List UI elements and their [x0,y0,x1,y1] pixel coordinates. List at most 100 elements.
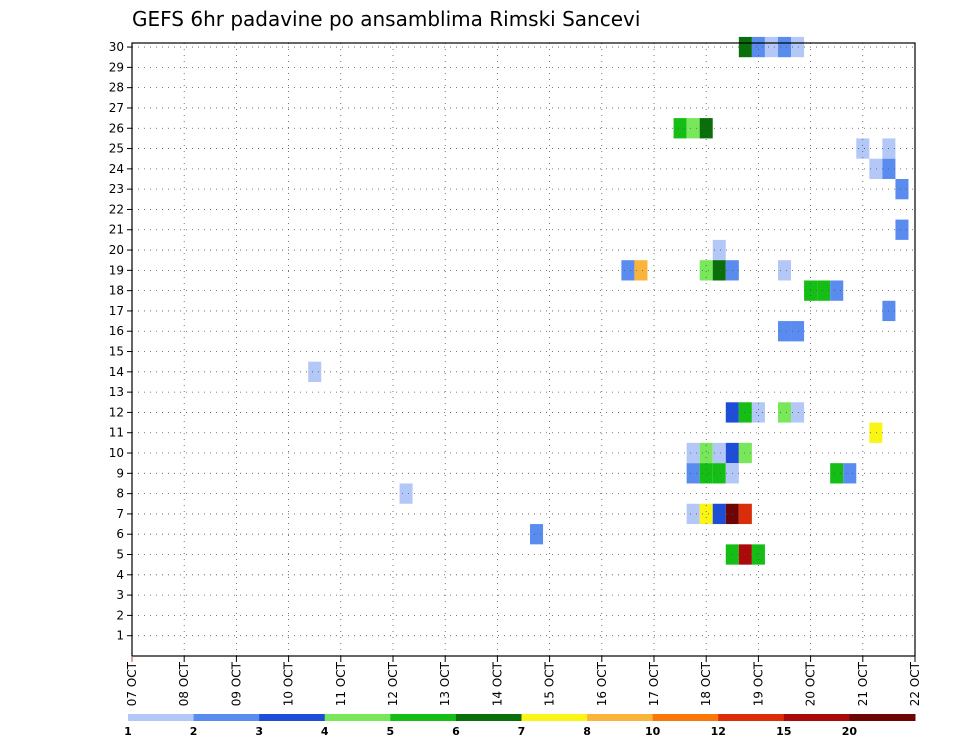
x-tick-label-3: 10 OCT [282,661,296,706]
legend-label-4: 4 [321,725,329,738]
heatmap-cell-35 [699,442,713,464]
y-tick-label-25: 25 [109,142,124,156]
y-tick-label-10: 10 [109,446,124,460]
legend-swatch-15 [783,714,850,721]
heatmap-cell-46 [686,503,700,525]
y-tick-label-12: 12 [109,405,124,419]
color-legend: 1 2 3 4 5 6 7 8 10 12 15 20 [124,714,916,738]
legend-label-7: 7 [518,725,526,738]
x-tick-label-14: 21 OCT [856,661,870,706]
heatmap-cell-25 [777,321,792,342]
heatmap-cell-54 [751,544,765,565]
heatmap-cell-38 [738,442,752,464]
heatmap-cell-23 [830,280,844,301]
x-tick-label-5: 12 OCT [386,661,400,706]
legend-swatch-5 [390,714,457,721]
heatmap-cell-26 [791,321,805,342]
y-tick-label-28: 28 [109,81,124,95]
y-tick-label-14: 14 [109,365,124,379]
x-tick-label-15: 22 OCT [908,661,922,706]
x-tick-label-2: 09 OCT [229,661,243,706]
y-tick-label-5: 5 [116,548,124,562]
plot-frame [131,42,916,657]
legend-swatch-2 [193,714,260,721]
heatmap-cell-48 [712,503,726,525]
y-tick-label-30: 30 [109,40,124,54]
heatmap-cell-27 [308,361,322,382]
x-tick-label-7: 14 OCT [490,661,504,706]
heatmap-cell-50 [738,503,752,525]
heatmap-cell-4 [791,36,805,58]
heatmap-cell-43 [830,463,844,484]
y-tick-label-24: 24 [109,162,124,176]
heatmap-cell-51 [530,524,544,545]
heatmap-cell-22 [817,280,831,301]
legend-label-10: 10 [645,725,661,738]
legend-swatch-8 [587,714,654,721]
y-tick-label-8: 8 [116,487,124,501]
x-tick-label-4: 11 OCT [334,661,348,706]
heatmap-cell-53 [738,544,752,565]
heatmap-cells [308,36,909,565]
heatmap-cell-6 [686,118,700,139]
heatmap-cell-39 [686,463,700,484]
heatmap-cell-16 [634,260,648,281]
y-tick-label-27: 27 [109,101,124,115]
heatmap-cell-12 [895,179,909,200]
heatmap-cell-20 [777,260,792,281]
legend-swatch-10 [652,714,719,721]
y-tick-label-21: 21 [109,223,124,237]
y-tick-label-16: 16 [109,324,124,338]
heatmap-cell-44 [843,463,857,484]
chart-title: GEFS 6hr padavine po ansamblima Rimski S… [132,7,640,31]
y-axis-ticks: 1234567891011121314151617181920212223242… [109,40,132,643]
heatmap-cell-41 [712,463,726,484]
heatmap-cell-34 [686,442,700,464]
heatmap-cell-40 [699,463,713,484]
y-tick-label-11: 11 [109,426,124,440]
legend-label-8: 8 [583,725,591,738]
y-tick-label-6: 6 [116,527,124,541]
legend-swatch-12 [718,714,785,721]
legend-swatch-3 [259,714,326,721]
heatmap-cell-8 [856,138,870,159]
y-tick-label-23: 23 [109,182,124,196]
heatmap-cell-14 [712,239,726,261]
legend-label-15: 15 [776,725,791,738]
legend-label-12: 12 [711,725,726,738]
legend-swatch-4 [324,714,391,721]
heatmap-cell-13 [895,219,909,240]
legend-label-1: 1 [124,725,132,738]
heatmap-cell-15 [621,260,635,281]
heatmap-cell-33 [869,422,883,443]
heatmap-cell-30 [751,402,765,423]
y-tick-label-19: 19 [109,263,124,277]
y-tick-label-9: 9 [116,466,124,480]
y-tick-label-22: 22 [109,202,124,216]
heatmap-cell-29 [738,402,752,423]
gridlines [132,43,915,656]
y-tick-label-4: 4 [116,568,124,582]
heatmap-cell-18 [712,260,726,281]
x-axis-ticks: 07 OCT 08 OCT 09 OCT 10 OCT 11 OCT 12 OCT 13 O… [125,656,922,706]
heatmap-cell-1 [751,36,765,58]
heatmap-cell-3 [777,36,792,58]
heatmap-cell-5 [673,118,687,139]
heatmap-cell-0 [738,36,752,58]
x-tick-label-0: 07 OCT [125,661,139,706]
heatmap-cell-7 [699,118,713,139]
heatmap-cell-32 [791,402,805,423]
x-tick-label-1: 08 OCT [177,661,191,706]
legend-swatch-1 [128,714,195,721]
y-tick-label-15: 15 [109,345,124,359]
legend-label-3: 3 [255,725,263,738]
y-tick-label-7: 7 [116,507,124,521]
legend-label-2: 2 [190,725,198,738]
heatmap-cell-31 [777,402,792,423]
x-tick-label-10: 17 OCT [647,661,661,706]
heatmap-cell-47 [699,503,713,525]
heatmap-cell-36 [712,442,726,464]
x-tick-label-13: 20 OCT [804,661,818,706]
legend-label-6: 6 [452,725,460,738]
